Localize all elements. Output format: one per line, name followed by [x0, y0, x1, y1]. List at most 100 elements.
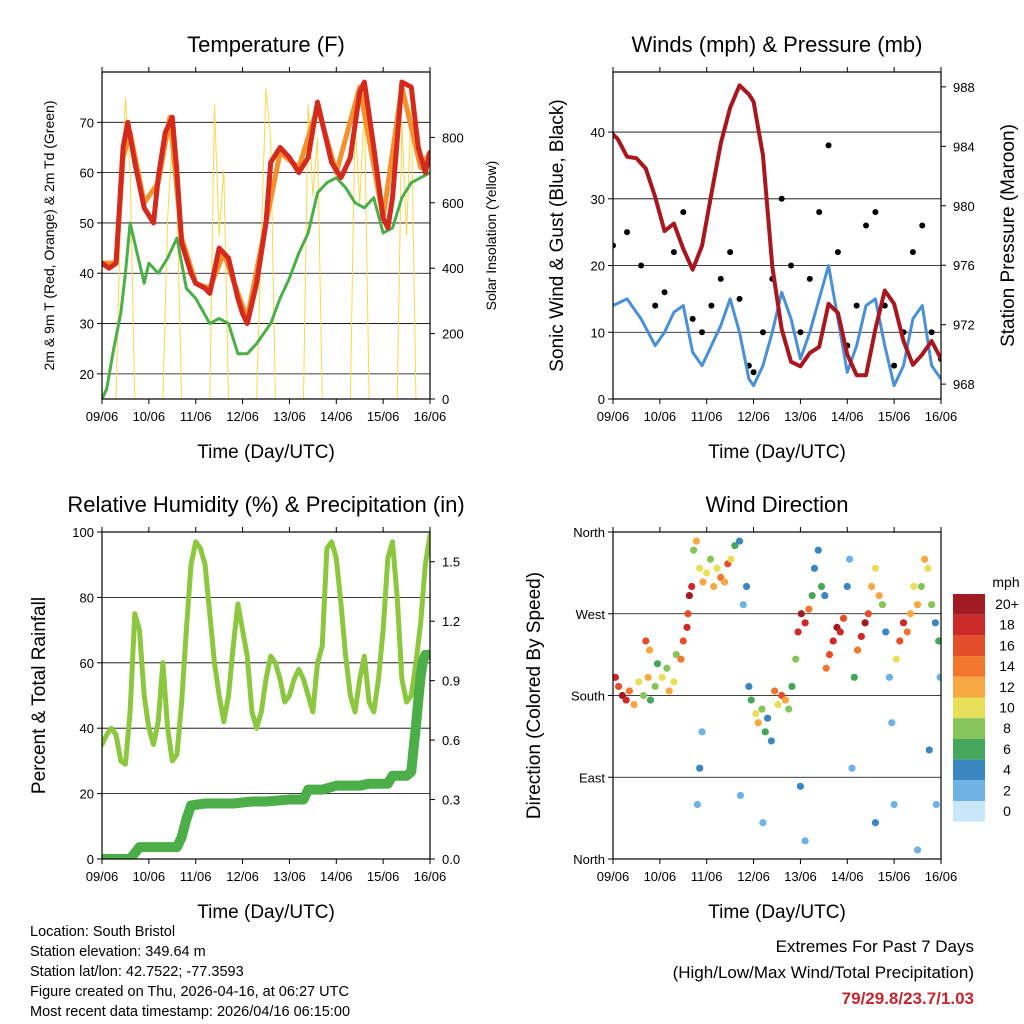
temperature-frame [101, 71, 431, 400]
temperature-y2-tick-label: 800 [442, 130, 464, 145]
humidity-x-tick-label: 09/06 [86, 869, 119, 884]
direction-point [736, 791, 745, 800]
direction-point [917, 582, 925, 591]
humidity-x-tick-label: 13/06 [273, 869, 306, 884]
temperature-y-label: 2m & 9m T (Red, Orange) & 2m Td (Green) [41, 101, 57, 371]
sonic-gust-series-point [778, 195, 785, 202]
humidity-y2-tick-label: 0.0 [442, 852, 460, 867]
temperature-y2-label: Solar Insolation (Yellow) [483, 161, 499, 311]
humidity-title: Relative Humidity (%) & Precipitation (i… [67, 492, 464, 517]
direction-point [622, 696, 630, 704]
direction-plot-area [613, 537, 941, 854]
colorbar-label: 6 [1003, 741, 1011, 757]
direction-point [759, 819, 767, 827]
direction-point [758, 705, 766, 713]
winds-y-tick-label: 10 [591, 325, 605, 340]
direction-point [646, 696, 655, 704]
direction-x-tick-label: 15/06 [878, 869, 911, 884]
direction-point [677, 655, 685, 663]
direction-point [817, 582, 826, 591]
direction-point [825, 651, 834, 659]
direction-point [679, 637, 687, 645]
temperature-y2-tick-label: 600 [442, 196, 464, 211]
direction-point [797, 610, 805, 618]
sonic-gust-series-point [661, 289, 668, 296]
direction-point [810, 564, 819, 572]
direction-point [846, 555, 854, 563]
colorbar-label: 18 [999, 617, 1015, 633]
winds-x-tick-label: 14/06 [831, 409, 864, 424]
temperature-panel: Temperature (F) Time (Day/UTC) 2m & 9m T (… [41, 32, 499, 463]
direction-point [672, 651, 680, 659]
colorbar-swatch [953, 676, 985, 698]
direction-point [754, 719, 762, 727]
direction-point [857, 632, 865, 641]
sonic-gust-series-point [919, 222, 926, 229]
sonic-gust-series-point [806, 275, 813, 282]
humidity-plot-area [102, 532, 430, 859]
temperature-title: Temperature (F) [187, 32, 345, 57]
sonic-gust-series-point [613, 242, 616, 249]
colorbar-swatch [953, 780, 985, 801]
direction-y-tick-label: North [573, 852, 605, 867]
colorbar-label: 14 [999, 658, 1015, 674]
direction-frame [612, 531, 942, 860]
winds-y-tick-label: 30 [591, 192, 605, 207]
figure-created: Figure created on Thu, 2026-04-16, at 06… [30, 984, 349, 1000]
sonic-gust-series-point [863, 222, 870, 229]
winds-y-tick-label: 40 [591, 125, 605, 140]
direction-point [731, 542, 739, 550]
direction-point [882, 628, 890, 636]
direction-x-tick-label: 13/06 [784, 869, 817, 884]
direction-point [794, 628, 802, 636]
direction-point [645, 646, 654, 654]
winds-y2-tick-label: 976 [953, 258, 975, 273]
temperature-x-tick-label: 13/06 [273, 409, 306, 424]
direction-x-tick-label: 14/06 [831, 869, 864, 884]
winds-y2-tick-label: 980 [953, 199, 975, 214]
winds-y-tick-label: 20 [591, 259, 605, 274]
solar-insolation-series [102, 87, 430, 399]
humidity-x-tick-label: 12/06 [226, 869, 259, 884]
humidity-x-tick-label: 15/06 [367, 869, 400, 884]
winds-title: Winds (mph) & Pressure (mb) [632, 32, 923, 57]
sonic-gust-series-point [872, 209, 879, 216]
colorbar-label: 20+ [995, 596, 1019, 612]
humidity-y-label: Percent & Total Rainfall [29, 597, 50, 794]
colorbar-label: 10 [999, 700, 1015, 716]
colorbar-swatch [953, 738, 985, 760]
direction-point [774, 700, 782, 709]
temperature-y-tick-label: 70 [80, 115, 94, 130]
temperature-x-tick-label: 16/06 [414, 409, 447, 424]
station-location: Location: South Bristol [30, 924, 176, 940]
direction-point [665, 687, 673, 695]
winds-y2-tick-label: 968 [953, 377, 975, 392]
winds-x-tick-label: 11/06 [691, 409, 723, 424]
sonic-gust-series-point [670, 249, 677, 256]
station-elevation: Station elevation: 349.64 m [30, 944, 206, 960]
direction-point [689, 546, 698, 554]
direction-point [836, 628, 844, 636]
direction-x-tick-label: 11/06 [691, 869, 723, 884]
winds-plot-area [613, 83, 941, 388]
direction-point [713, 564, 721, 572]
humidity-y-tick-label: 100 [72, 525, 94, 540]
direction-y-tick-label: South [571, 689, 605, 704]
direction-point [932, 800, 940, 809]
temperature-x-tick-label: 12/06 [226, 409, 259, 424]
direction-point [906, 610, 915, 618]
sonic-gust-series-point [909, 249, 916, 256]
temperature-x-tick-label: 10/06 [133, 409, 166, 424]
direction-point [747, 696, 755, 704]
extremes-values: 79/29.8/23.7/1.03 [841, 989, 974, 1008]
direction-point [752, 710, 760, 718]
direction-point [670, 678, 678, 686]
colorbar-swatch [953, 614, 985, 636]
humidity-y-tick-label: 0 [87, 852, 94, 867]
temperature-y-tick-label: 50 [80, 216, 94, 231]
direction-y-tick-label: East [579, 770, 605, 785]
direction-point [781, 696, 790, 704]
direction-point [615, 682, 623, 691]
colorbar-label: 8 [1003, 720, 1011, 736]
humidity-x-tick-label: 10/06 [133, 869, 166, 884]
